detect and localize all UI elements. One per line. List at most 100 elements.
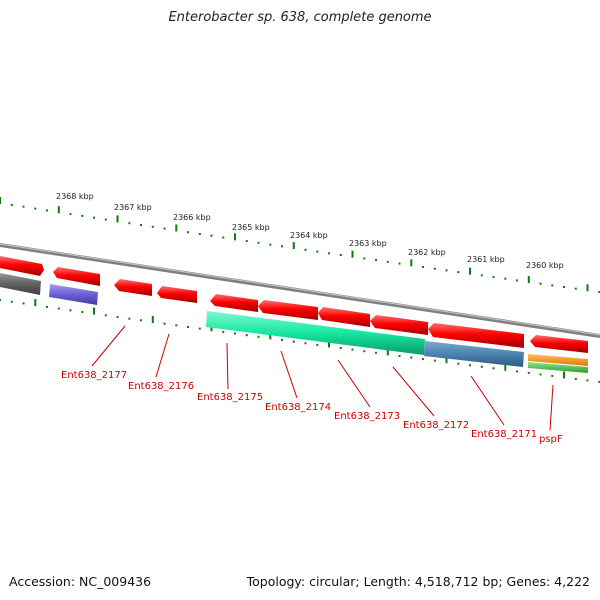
minor-tick [69, 309, 72, 312]
minor-tick [234, 332, 236, 335]
minor-tick [163, 322, 166, 325]
minor-tick [551, 374, 554, 377]
minor-tick [69, 213, 72, 216]
minor-tick [422, 266, 424, 268]
minor-tick [116, 316, 119, 318]
minor-tick [222, 236, 225, 239]
minor-tick [386, 260, 389, 263]
kbp-label: 2362 kbp [408, 248, 446, 257]
kbp-label: 2367 kbp [114, 203, 152, 212]
major-tick [57, 206, 60, 214]
major-tick [269, 332, 272, 340]
major-tick [351, 250, 354, 258]
cds-arrow[interactable] [370, 315, 428, 335]
minor-tick [81, 214, 84, 217]
minor-tick [245, 240, 248, 243]
minor-tick [492, 367, 495, 370]
kbp-label: 2360 kbp [526, 261, 564, 270]
accession-text: Accession: NC_009436 [9, 574, 152, 589]
cds-arrow[interactable] [258, 300, 318, 320]
major-tick [234, 233, 236, 241]
major-tick [34, 299, 37, 307]
gene-label[interactable]: Ent638_2173 [334, 411, 400, 422]
major-tick [328, 340, 330, 348]
minor-tick [457, 271, 460, 274]
cds-arrow[interactable] [210, 294, 258, 312]
minor-tick [257, 241, 260, 244]
minor-tick [504, 277, 507, 280]
minor-tick [222, 330, 225, 333]
gene-label[interactable]: Ent638_2177 [61, 370, 127, 381]
feature-box-steel[interactable] [424, 341, 524, 367]
minor-tick [57, 307, 60, 310]
minor-tick [516, 370, 518, 373]
minor-tick [433, 267, 436, 270]
minor-tick [0, 299, 1, 301]
major-tick [410, 259, 413, 267]
minor-tick [574, 377, 577, 380]
minor-tick [563, 286, 565, 288]
kbp-label: 2368 kbp [56, 192, 94, 201]
feature-boxes [0, 273, 588, 373]
cds-arrow[interactable] [530, 335, 588, 353]
minor-tick [586, 379, 589, 382]
minor-tick [151, 225, 154, 228]
minor-tick [257, 335, 260, 338]
gene-label[interactable]: Ent638_2171 [471, 429, 537, 440]
feature-box-green[interactable] [528, 362, 588, 373]
major-tick [504, 363, 507, 371]
cds-arrow[interactable] [53, 267, 100, 286]
minor-tick [10, 203, 13, 206]
gene-label[interactable]: Ent638_2176 [128, 381, 194, 392]
gene-label[interactable]: Ent638_2174 [265, 402, 331, 413]
cds-arrow[interactable] [114, 279, 152, 296]
major-tick [563, 371, 565, 379]
kbp-labels: 2368 kbp 2367 kbp 2366 kbp 2365 kbp 2364… [56, 192, 564, 270]
minor-tick [351, 348, 354, 351]
gene-label[interactable]: Ent638_2175 [197, 392, 263, 403]
kbp-label: 2365 kbp [232, 223, 270, 232]
minor-tick [375, 259, 377, 262]
major-tick [586, 284, 589, 292]
minor-tick [281, 339, 283, 341]
minor-tick [104, 314, 107, 317]
cds-arrow[interactable] [428, 323, 524, 348]
major-tick [445, 356, 448, 364]
cds-arrow[interactable] [0, 256, 44, 276]
minor-tick [516, 279, 518, 282]
gene-labels: Ent638_2177 Ent638_2176 Ent638_2175 Ent6… [61, 370, 563, 445]
minor-tick [304, 248, 307, 251]
minor-tick [22, 302, 25, 305]
minor-tick [187, 231, 189, 234]
feature-box-gray[interactable] [0, 273, 41, 295]
minor-tick [128, 222, 131, 225]
major-tick [93, 307, 95, 315]
major-tick [175, 224, 178, 232]
minor-tick [398, 354, 401, 357]
cds-arrow[interactable] [318, 307, 370, 327]
minor-tick [598, 380, 600, 383]
minor-tick [198, 327, 201, 330]
cds-arrow[interactable] [157, 286, 197, 303]
minor-tick [375, 351, 377, 354]
minor-tick [163, 227, 166, 230]
minor-tick [245, 334, 248, 337]
minor-tick [22, 205, 25, 208]
major-tick [386, 348, 389, 356]
kbp-label: 2366 kbp [173, 213, 211, 222]
gene-label[interactable]: pspF [539, 434, 563, 445]
minor-tick [93, 216, 95, 219]
kbp-label: 2363 kbp [349, 239, 387, 248]
feature-box-orange[interactable] [528, 354, 588, 366]
gene-label[interactable]: Ent638_2172 [403, 420, 469, 431]
minor-tick [104, 218, 107, 221]
feature-box-purple[interactable] [49, 284, 98, 305]
minor-tick [480, 274, 483, 277]
minor-tick [539, 373, 542, 376]
minor-tick [469, 364, 471, 367]
minor-tick [422, 358, 424, 361]
feature-box-teal[interactable] [206, 311, 425, 355]
minor-tick [198, 233, 201, 235]
minor-tick [292, 340, 295, 343]
